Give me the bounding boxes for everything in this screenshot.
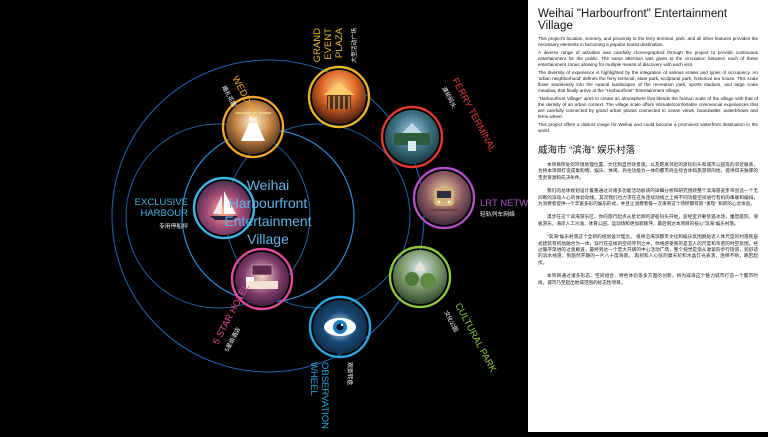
center-title-line-3: Entertainment bbox=[224, 213, 311, 229]
wedding-picture bbox=[235, 112, 271, 141]
grand-event-plaza-label-zh: 大型活动广场 bbox=[350, 28, 358, 63]
left-ring bbox=[125, 123, 311, 309]
exclusive-harbour-ring bbox=[192, 176, 256, 240]
exclusive-harbour-picture bbox=[210, 191, 238, 220]
observation-wheel-label-line: OBSERVATION bbox=[319, 362, 330, 429]
center-title-line-2: Harbourfront bbox=[229, 195, 308, 211]
cultural-park-label: CULTURAL PARK bbox=[452, 301, 498, 375]
cultural-park-picture bbox=[405, 261, 436, 289]
en-paragraph: This project offers a distinct image for… bbox=[538, 122, 758, 133]
observation-wheel-ring bbox=[308, 295, 372, 359]
zh-paragraph: 漫步在这个滨海游乐区，你的旅行起点从星北侧的游船码头开始，途经室外奢侈遥冰场，雕… bbox=[538, 214, 758, 226]
node-lrt-network: LRT NETWORK轻轨列车网络 bbox=[412, 166, 549, 230]
observation-wheel-label-zh: 观景转盘 bbox=[346, 362, 354, 385]
zh-paragraph: “滨海”娱乐村落这个全新的规划设计理念， 抵将沿海滨都市文化和娱乐氛围脱贴近人体… bbox=[538, 234, 758, 265]
node-observation-wheel: OBSERVATIONWHEEL 观景转盘 bbox=[308, 295, 372, 429]
description-panel: Weihai "Harbourfront" Entertainment Vill… bbox=[528, 0, 768, 432]
lrt-network-ring bbox=[412, 166, 476, 230]
en-paragraph: This project's location, scenery, and pr… bbox=[538, 36, 758, 47]
ferry-terminal-picture bbox=[394, 123, 430, 151]
hotel-room-photo bbox=[235, 252, 289, 306]
grand-event-plaza-label-line: PLAZA bbox=[334, 27, 345, 58]
lrt-network-label: LRT NETWORK bbox=[480, 198, 528, 209]
en-paragraph: A diverse range of activities was carefu… bbox=[538, 50, 758, 67]
exclusive-harbour-label-line: EXCLUSIVE bbox=[135, 197, 188, 208]
zh-paragraph: 本项目通过诸多形态、空间组合、特色体验等多方面的创新，将为威海这个魅力城市打造一… bbox=[538, 273, 758, 285]
five-star-hotel-ring bbox=[230, 247, 294, 311]
zh-paragraph: 我们的总体规划设计着重通过对诸多功能活动板块的详细分析和研究围绕整个滨海游览步带… bbox=[538, 188, 758, 207]
node-exclusive-harbour: EXCLUSIVE HARBOUR 专用停船坪 bbox=[135, 176, 256, 240]
center-title: Weihai Harbourfront Entertainment Villag… bbox=[224, 177, 311, 247]
observation-wheel-label: OBSERVATIONWHEEL bbox=[308, 362, 330, 429]
cultural-park-label-line: CULTURAL PARK bbox=[452, 301, 498, 375]
zh-paragraph: 本项目所处的环境地理位置、文化和自然效景观，以及距离邻近的渡轮码头和城市公园等的… bbox=[538, 162, 758, 180]
ferry-terminal-ring bbox=[380, 105, 444, 169]
en-paragraph: "Harbourfront Village" aims to create an… bbox=[538, 96, 758, 119]
observation-wheel-picture bbox=[324, 318, 356, 336]
lrt-network-label-line: LRT NETWORK bbox=[480, 198, 528, 209]
exclusive-harbour-label-line: HARBOUR bbox=[140, 208, 188, 219]
grand-event-plaza-label-line: GRAND bbox=[312, 28, 323, 62]
chinese-description: 本项目所处的环境地理位置、文化和自然效景观，以及距离邻近的渡轮码头和城市公园等的… bbox=[538, 162, 758, 286]
grand-event-plaza-label: GRANDEVENTPLAZA bbox=[312, 27, 345, 62]
observation-wheel-label-line: WHEEL bbox=[308, 362, 319, 396]
lrt-network-picture bbox=[430, 188, 458, 211]
five-star-hotel-picture bbox=[246, 264, 278, 289]
ferry-terminal-label: FERRY TERMINAL bbox=[449, 76, 497, 154]
cultural-park-photo bbox=[393, 250, 447, 304]
grand-event-plaza-picture bbox=[323, 83, 355, 109]
center-title-line-1: Weihai bbox=[247, 177, 290, 193]
cultural-park-ring bbox=[388, 245, 452, 309]
wedding-ring bbox=[221, 95, 285, 159]
en-paragraph: The diversity of experience is highlight… bbox=[538, 70, 758, 93]
lrt-network-label-zh: 轻轨列车网络 bbox=[480, 210, 515, 218]
diagram-panel: GRANDEVENTPLAZA 大型活动广场 FERRY TERMINAL 渡轮码头 L… bbox=[111, 27, 550, 430]
grand-event-plaza-ring bbox=[307, 65, 371, 129]
ferry-terminal-label-line: FERRY TERMINAL bbox=[449, 76, 497, 154]
chinese-title: 威海市 “滨海” 娱乐村落 bbox=[538, 145, 636, 156]
center-title-line-4: Village bbox=[247, 231, 289, 247]
exclusive-harbour-label: EXCLUSIVE HARBOUR bbox=[135, 197, 188, 219]
node-grand-event-plaza: GRANDEVENTPLAZA 大型活动广场 bbox=[307, 27, 371, 129]
english-description: This project's location, scenery, and pr… bbox=[538, 36, 758, 134]
description-title: Weihai "Harbourfront" Entertainment Vill… bbox=[538, 8, 728, 32]
exclusive-harbour-label-zh: 专用停船坪 bbox=[159, 222, 188, 230]
grand-event-plaza-label-line: EVENT bbox=[323, 28, 334, 60]
